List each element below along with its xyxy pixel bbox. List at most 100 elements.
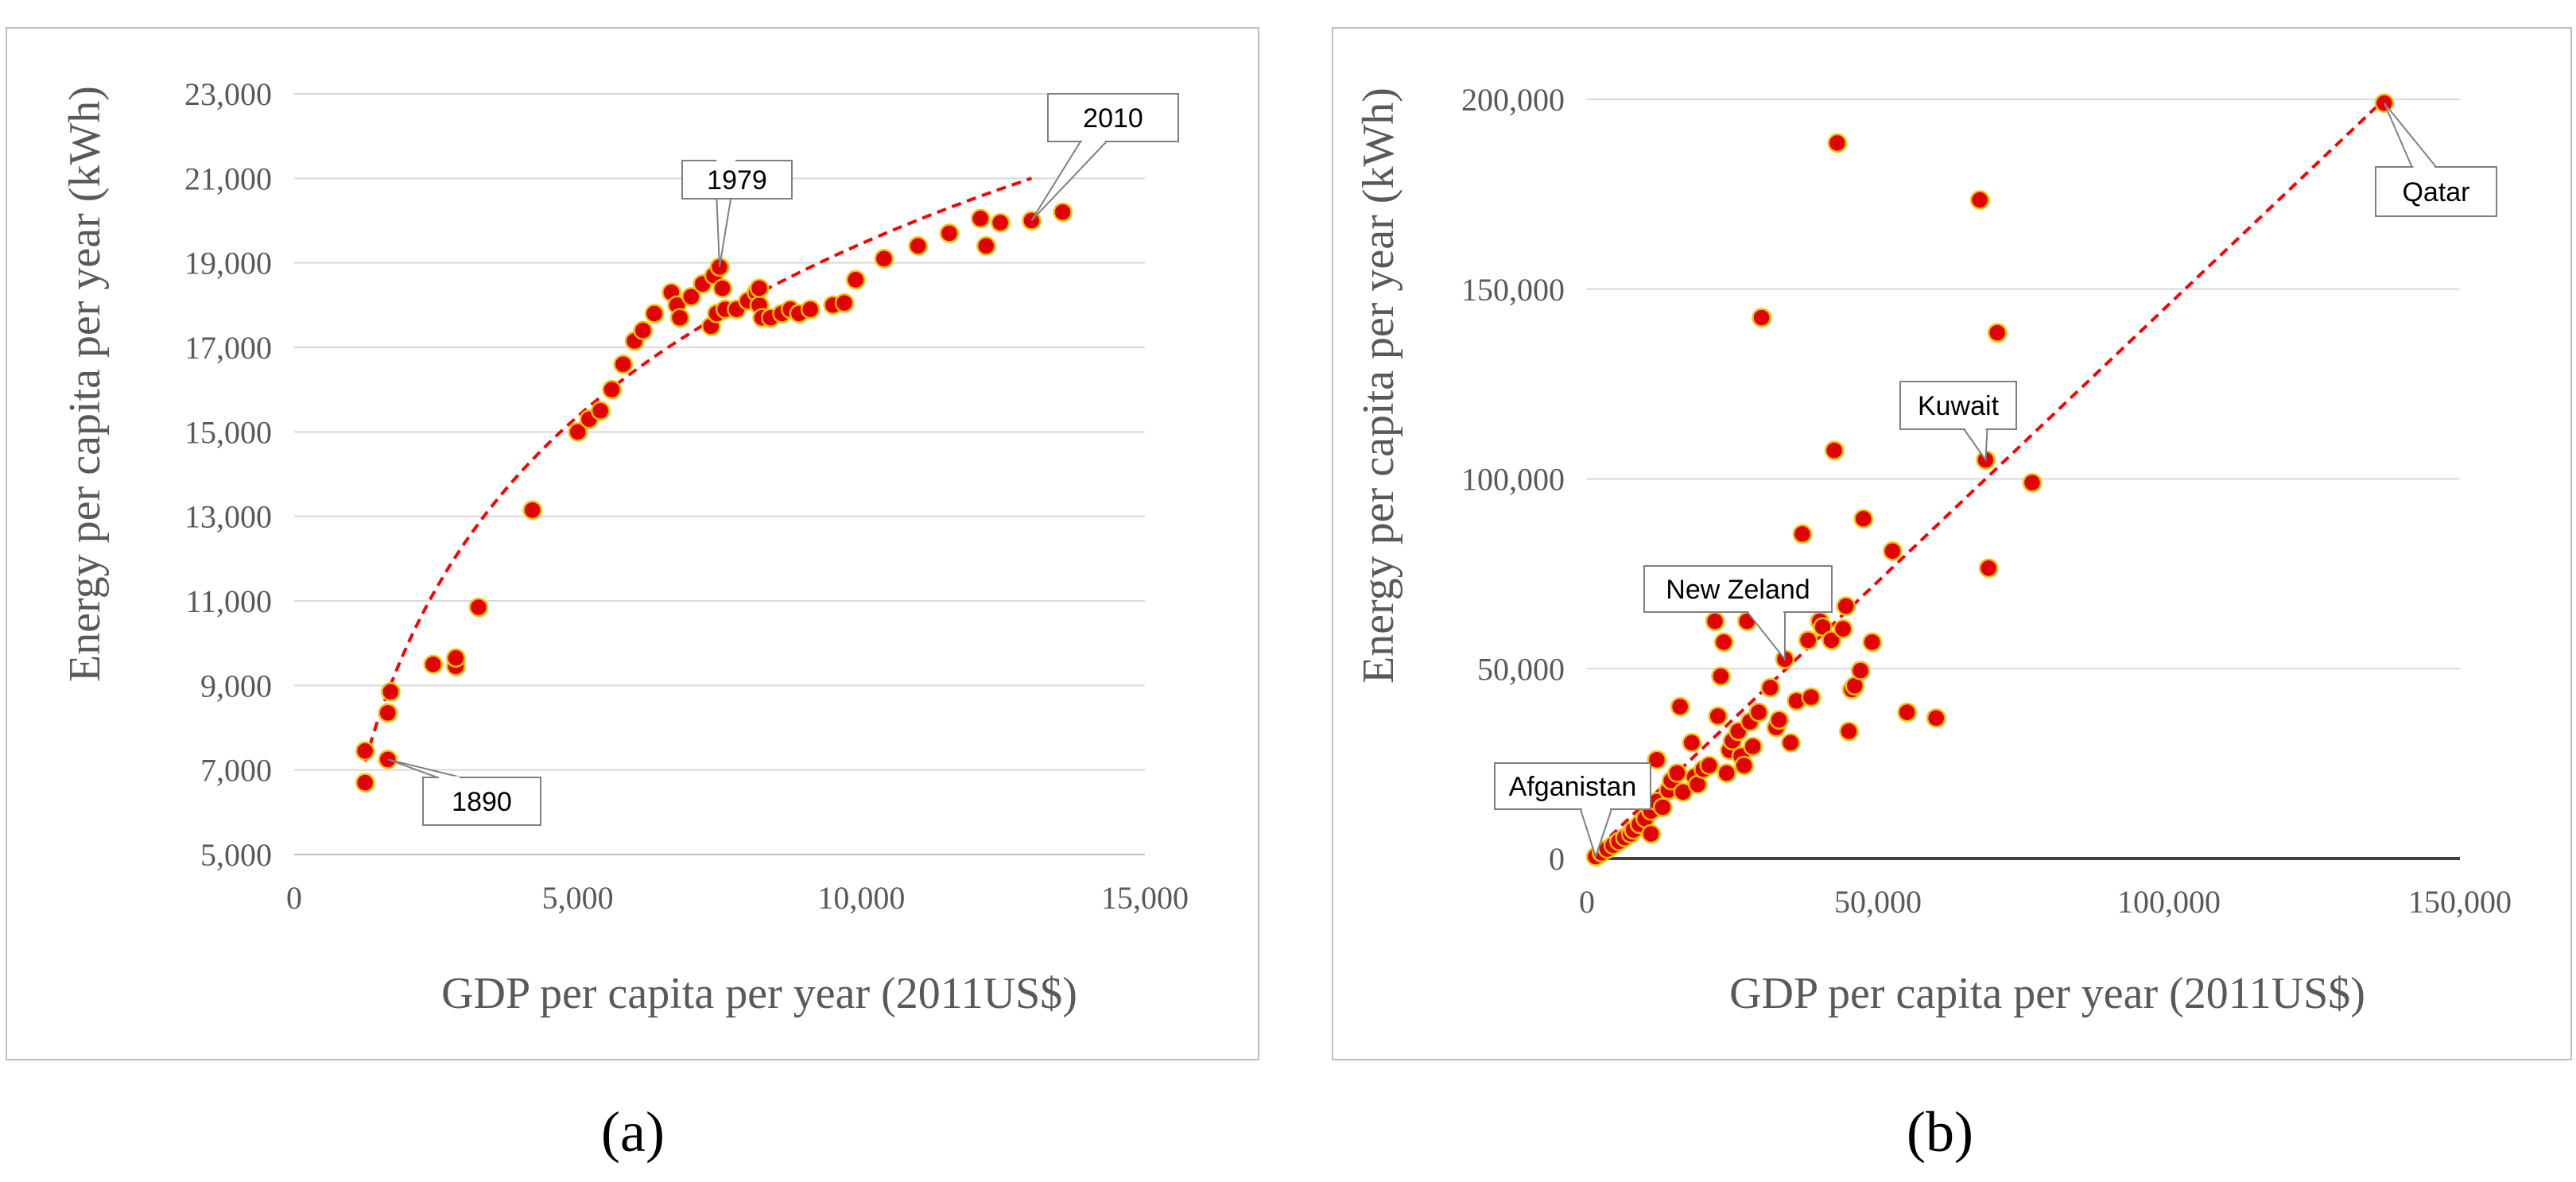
chart-a-data-point xyxy=(602,379,622,400)
chart-b-y-tick-label: 200,000 xyxy=(1461,82,1565,118)
callout-box xyxy=(1047,93,1179,142)
chart-b-data-point xyxy=(1969,190,1990,210)
chart-b-x-tick-label: 50,000 xyxy=(1834,884,1922,920)
chart-b-data-point xyxy=(1833,618,1853,639)
chart-a-y-tick-label: 9,000 xyxy=(200,668,272,703)
chart-b-y-axis-title: Energy per capita per year (kWh) xyxy=(1354,87,1403,684)
panel-b-label: (b) xyxy=(1907,1100,1973,1164)
chart-b-trendline xyxy=(1585,98,2386,860)
chart-a-data-point xyxy=(800,299,821,320)
chart-b-data-point xyxy=(1987,323,2008,343)
callout-box xyxy=(422,777,541,826)
chart-b-data-point xyxy=(1647,750,1667,770)
chart-a-data-point xyxy=(423,654,444,674)
chart-b-data-point xyxy=(1667,763,1687,783)
chart-b-data-point xyxy=(1670,696,1690,717)
chart-b-data-point xyxy=(1769,710,1789,730)
chart-a-callout: 1890 xyxy=(387,758,541,826)
chart-a-data-point xyxy=(468,597,489,618)
chart-b-data-point xyxy=(1897,702,1917,723)
chart-a-y-tick-label: 13,000 xyxy=(184,499,272,535)
callout-label: 1979 xyxy=(707,165,767,196)
chart-a-trendline xyxy=(363,176,1032,762)
chart-a-y-axis-title: Energy per capita per year (kWh) xyxy=(60,86,110,682)
chart-a-data-point xyxy=(633,320,653,340)
chart-b-data-point xyxy=(1798,630,1818,650)
chart-b-data-point xyxy=(1839,721,1859,742)
callout-label: 2010 xyxy=(1083,103,1143,134)
chart-a-data-point xyxy=(355,773,375,793)
chart-a-data-point xyxy=(990,212,1011,233)
chart-a-data-point xyxy=(613,355,633,374)
chart-a-data-point xyxy=(381,682,401,702)
chart-b-data-point xyxy=(1827,133,1848,153)
chart-b-data-point xyxy=(1682,733,1702,753)
chart-b-y-tick-label: 50,000 xyxy=(1477,651,1565,687)
callout-label: 1890 xyxy=(452,787,512,817)
chart-b-data-point xyxy=(1752,308,1771,327)
chart-a-y-tick-label: 15,000 xyxy=(184,414,272,450)
chart-a-y-tick-label: 19,000 xyxy=(184,246,272,281)
chart-b-callout: Kuwait xyxy=(1899,381,2017,463)
chart-b-data-point xyxy=(1748,702,1769,723)
chart-b-data-point xyxy=(1801,687,1821,707)
chart-a-data-point xyxy=(669,308,690,328)
chart-a-data-point xyxy=(378,703,398,723)
chart-b-data-point xyxy=(1780,733,1801,753)
chart-a-data-point xyxy=(681,286,701,307)
callout-label: Qatar xyxy=(2402,177,2469,207)
chart-a-data-point xyxy=(845,269,866,290)
chart-b-x-tick-label: 0 xyxy=(1579,884,1595,920)
panel-b-frame xyxy=(1332,27,2572,1060)
chart-b-data-point xyxy=(1792,524,1813,544)
callout-label: Afganistan xyxy=(1509,772,1637,802)
callout-box xyxy=(1643,565,1833,613)
chart-a-data-point xyxy=(568,422,588,442)
chart-a-x-tick-label: 5,000 xyxy=(542,880,614,916)
chart-a-x-tick-label: 10,000 xyxy=(817,880,905,916)
chart-a-data-point xyxy=(970,208,991,229)
chart-b-plot-area: 0 50,000 100,000 150,000 200,000 0 50,000 100,0… xyxy=(1461,82,2512,920)
chart-a-data-point xyxy=(590,401,611,420)
chart-a-data-point xyxy=(712,278,732,298)
chart-a-callout: 2010 xyxy=(1030,93,1179,222)
chart-a-data-point xyxy=(644,304,665,324)
chart-a-data-point xyxy=(908,236,928,256)
chart-b-data-point xyxy=(1743,736,1763,757)
callout-label: Kuwait xyxy=(1918,391,2000,421)
callout-box xyxy=(2375,166,2497,217)
chart-b-data-point xyxy=(1711,666,1731,687)
chart-a-x-axis-title: GDP per capita per year (2011US$) xyxy=(441,969,1077,1018)
chart-b-data-point xyxy=(1699,755,1719,776)
chart-b-callout: Qatar xyxy=(2375,103,2497,217)
chart-b-x-tick-label: 150,000 xyxy=(2408,884,2512,920)
chart-b-data-point xyxy=(1850,661,1871,680)
chart-a-data-point xyxy=(976,236,996,256)
chart-b-data-point xyxy=(1883,541,1903,561)
chart-a-y-tick-label: 5,000 xyxy=(200,837,272,873)
callout-box xyxy=(1494,762,1651,810)
chart-b-data-point xyxy=(1821,630,1841,650)
panel-a-label: (a) xyxy=(601,1100,665,1164)
chart-b-data-point xyxy=(1824,440,1845,460)
chart-b-callout: New Zeland xyxy=(1643,565,1833,662)
chart-a-y-tick-label: 23,000 xyxy=(184,76,272,112)
chart-b-data-point xyxy=(1717,763,1736,783)
chart-b-data-point xyxy=(1978,558,1999,578)
chart-a-data-point xyxy=(834,293,855,313)
chart-b-data-point xyxy=(1926,708,1946,728)
chart-b-x-tick-label: 100,000 xyxy=(2117,884,2221,920)
chart-b-data-point xyxy=(1813,617,1833,637)
callout-box xyxy=(1899,381,2017,430)
chart-b-data-point xyxy=(1760,677,1780,698)
chart-a-plot-area: 5,000 7,000 9,000 11,000 13,000 15,000 17,000 1… xyxy=(184,76,1189,916)
chart-a-y-tick-label: 17,000 xyxy=(184,330,272,366)
chart-b-data-point xyxy=(1705,611,1725,631)
chart-a-data-point xyxy=(939,223,960,243)
callout-label: New Zeland xyxy=(1666,575,1810,605)
chart-b-data-point xyxy=(1641,824,1661,844)
chart-b-data-point xyxy=(1708,706,1728,727)
chart-b-data-point xyxy=(1713,632,1734,653)
chart-b-data-point xyxy=(1734,755,1754,776)
